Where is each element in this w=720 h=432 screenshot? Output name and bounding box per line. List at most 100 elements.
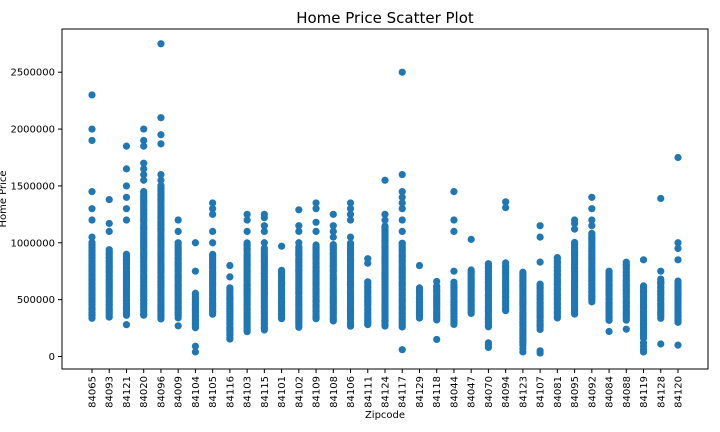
- x-tick-label: 84105: [208, 376, 219, 408]
- data-point: [398, 68, 406, 76]
- data-point: [209, 239, 217, 247]
- data-point: [174, 227, 182, 236]
- data-point: [312, 227, 320, 236]
- data-point: [588, 229, 596, 238]
- data-point: [433, 277, 441, 286]
- data-point: [329, 233, 337, 241]
- data-point: [450, 227, 458, 236]
- data-point: [639, 348, 648, 356]
- x-tick-label: 84109: [312, 376, 323, 408]
- data-point: [415, 261, 424, 270]
- x-tick-label: 84102: [294, 376, 305, 408]
- data-point: [329, 227, 337, 236]
- data-point: [105, 195, 113, 204]
- plot-frame: [61, 28, 709, 370]
- data-point: [122, 250, 131, 258]
- data-point: [536, 233, 544, 241]
- data-point: [260, 239, 268, 247]
- x-tick-label: 84092: [587, 376, 598, 408]
- data-point: [588, 222, 596, 230]
- x-tick-label: 84107: [536, 376, 547, 408]
- data-point: [157, 176, 165, 184]
- data-point: [570, 225, 579, 233]
- data-point: [122, 165, 131, 173]
- data-point: [209, 205, 217, 213]
- data-point: [88, 136, 96, 145]
- data-point: [122, 216, 131, 224]
- data-point: [346, 239, 355, 247]
- data-point: [346, 199, 355, 207]
- data-point: [329, 210, 337, 218]
- data-point: [329, 222, 337, 230]
- data-point: [157, 182, 165, 190]
- x-tick-label: 84120: [674, 376, 685, 408]
- x-axis-label: Zipcode: [365, 410, 405, 421]
- data-point: [260, 214, 268, 222]
- data-point: [398, 346, 406, 354]
- x-tick-label: 84095: [570, 376, 581, 408]
- x-tick-label: 84129: [415, 376, 426, 408]
- x-tick-label: 84070: [484, 376, 495, 408]
- data-point: [657, 267, 665, 275]
- data-point: [88, 125, 96, 133]
- data-point: [209, 227, 217, 236]
- data-point: [674, 153, 682, 162]
- data-point: [191, 342, 200, 350]
- data-point: [226, 273, 234, 281]
- x-tick-label: 84106: [346, 376, 357, 408]
- data-point: [88, 91, 96, 99]
- data-point: [536, 349, 544, 357]
- data-point: [657, 340, 665, 348]
- x-tick-label: 84111: [363, 376, 374, 408]
- data-point: [312, 205, 320, 213]
- y-tick-label: 1500000: [10, 181, 55, 192]
- y-tick-label: 500000: [17, 295, 55, 306]
- data-point: [502, 198, 510, 206]
- data-point: [191, 289, 200, 297]
- data-point: [364, 259, 372, 267]
- x-tick-label: 84117: [398, 376, 409, 408]
- data-point: [467, 235, 475, 243]
- data-point: [209, 199, 217, 207]
- data-point: [243, 210, 251, 218]
- data-point: [88, 205, 96, 213]
- data-point: [346, 233, 355, 241]
- data-points: [88, 40, 682, 357]
- data-point: [157, 40, 165, 48]
- x-tick-label: 84081: [553, 376, 564, 408]
- data-point: [553, 253, 561, 262]
- y-tick-label: 0: [49, 352, 55, 363]
- x-tick-label: 84044: [449, 376, 460, 408]
- data-point: [140, 170, 148, 179]
- data-point: [467, 266, 475, 274]
- data-point: [381, 176, 389, 184]
- data-point: [536, 280, 544, 288]
- x-tick-label: 84047: [467, 376, 478, 408]
- data-point: [277, 242, 286, 250]
- data-point: [622, 258, 630, 266]
- data-point: [312, 199, 320, 207]
- data-point: [140, 159, 148, 167]
- data-point: [536, 258, 544, 266]
- data-point: [415, 284, 424, 292]
- data-point: [605, 327, 613, 336]
- data-point: [209, 250, 217, 258]
- y-tick-label: 2000000: [10, 125, 55, 136]
- data-point: [122, 142, 131, 150]
- data-point: [174, 239, 182, 247]
- data-point: [450, 278, 458, 286]
- x-tick-label: 84020: [139, 376, 150, 408]
- x-tick-label: 84121: [122, 376, 133, 408]
- data-point: [398, 188, 406, 196]
- data-point: [381, 222, 389, 230]
- data-point: [398, 193, 406, 201]
- x-tick-label: 84096: [156, 376, 167, 408]
- data-point: [398, 205, 406, 213]
- data-point: [502, 203, 510, 212]
- data-point: [674, 256, 682, 264]
- data-point: [674, 239, 682, 247]
- data-point: [381, 210, 389, 218]
- data-point: [398, 199, 406, 207]
- data-point: [588, 205, 596, 213]
